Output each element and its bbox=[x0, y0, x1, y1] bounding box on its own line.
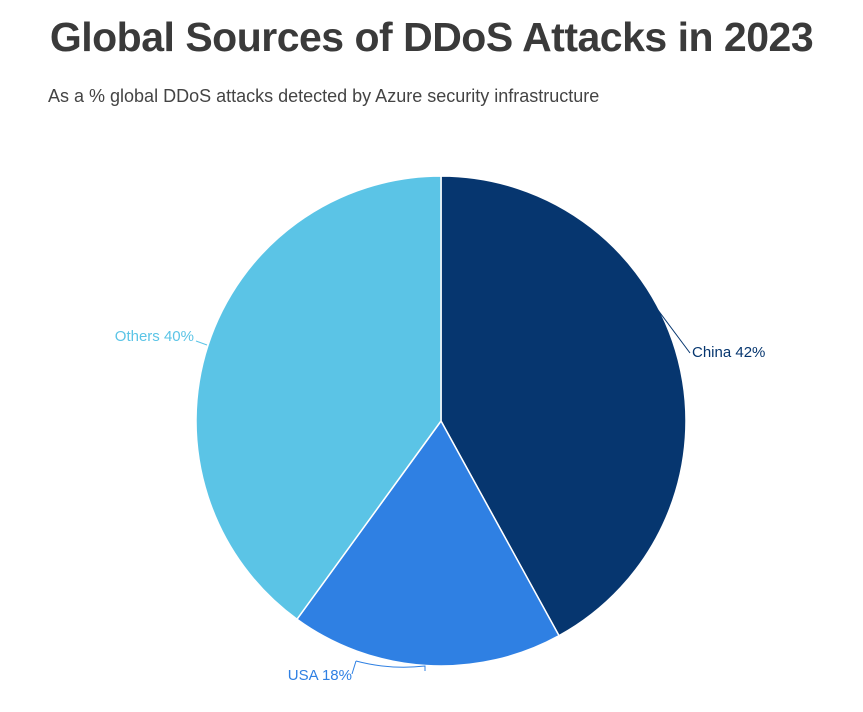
pie-slice-others bbox=[195, 175, 442, 621]
leader-line-china bbox=[609, 244, 691, 354]
slice-label-usa: USA 18% bbox=[288, 667, 352, 684]
leader-line-usa bbox=[351, 660, 426, 675]
pie-slice-china bbox=[440, 175, 687, 637]
leader-line-others bbox=[195, 340, 208, 346]
pie-slice-usa bbox=[295, 419, 561, 667]
slice-label-china: China 42% bbox=[692, 344, 765, 361]
slice-label-others: Others 40% bbox=[115, 328, 194, 345]
chart-subtitle: As a % global DDoS attacks detected by A… bbox=[48, 86, 600, 106]
chart-title: Global Sources of DDoS Attacks in 2023 bbox=[49, 14, 814, 60]
